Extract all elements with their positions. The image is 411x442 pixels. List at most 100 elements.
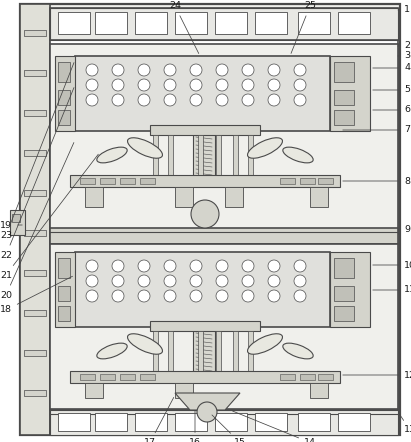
Circle shape (294, 290, 306, 302)
Circle shape (138, 260, 150, 272)
Bar (75, 252, 330, 327)
Circle shape (190, 64, 202, 76)
Bar (280, 178, 295, 184)
Text: 6: 6 (373, 106, 410, 114)
Bar (58, 90, 70, 105)
Bar (12, 214, 20, 222)
Text: 10: 10 (373, 260, 411, 270)
Circle shape (268, 260, 280, 272)
Circle shape (138, 275, 150, 287)
Circle shape (268, 64, 280, 76)
Circle shape (138, 64, 150, 76)
Bar (58, 413, 90, 431)
Circle shape (268, 275, 280, 287)
Bar (334, 306, 354, 321)
Circle shape (242, 290, 254, 302)
Circle shape (242, 64, 254, 76)
Bar (135, 413, 167, 431)
Circle shape (294, 64, 306, 76)
Circle shape (268, 94, 280, 106)
Bar (338, 413, 370, 431)
Bar (168, 135, 173, 175)
Circle shape (86, 79, 98, 91)
Circle shape (294, 275, 306, 287)
Text: 21: 21 (0, 154, 98, 279)
Text: 4: 4 (373, 64, 410, 72)
Bar (175, 413, 207, 431)
Circle shape (242, 260, 254, 272)
Bar (334, 62, 354, 82)
Circle shape (216, 64, 228, 76)
Bar (24, 230, 46, 236)
Text: 24: 24 (169, 1, 199, 53)
Text: 7: 7 (343, 126, 410, 134)
Bar (58, 286, 70, 301)
Text: 19: 19 (0, 221, 22, 229)
Text: 11: 11 (373, 286, 411, 294)
Bar (215, 12, 247, 34)
Circle shape (86, 260, 98, 272)
Bar (330, 56, 370, 131)
Bar (55, 252, 75, 327)
Bar (298, 12, 330, 34)
Bar (100, 178, 115, 184)
Bar (175, 383, 193, 398)
Text: 17: 17 (144, 397, 174, 442)
Circle shape (268, 79, 280, 91)
Ellipse shape (97, 343, 127, 359)
Bar (175, 12, 207, 34)
Circle shape (190, 275, 202, 287)
Bar (300, 178, 315, 184)
Bar (168, 331, 173, 371)
Circle shape (216, 260, 228, 272)
Circle shape (86, 64, 98, 76)
Bar (330, 252, 370, 327)
Bar (55, 56, 75, 131)
Bar (338, 12, 370, 34)
Circle shape (164, 79, 176, 91)
Circle shape (112, 275, 124, 287)
Circle shape (164, 290, 176, 302)
Bar (216, 331, 221, 371)
Text: 15: 15 (212, 415, 246, 442)
Bar (255, 12, 287, 34)
Circle shape (190, 260, 202, 272)
Circle shape (242, 94, 254, 106)
Bar (255, 413, 287, 431)
Circle shape (112, 94, 124, 106)
Bar (298, 413, 330, 431)
Bar (24, 110, 46, 116)
Bar (24, 190, 46, 196)
Bar (10, 210, 25, 235)
Bar (50, 228, 398, 244)
Bar (233, 135, 238, 175)
Bar (300, 374, 315, 380)
Bar (248, 331, 253, 371)
Bar (334, 90, 354, 105)
Bar (24, 350, 46, 356)
Bar (140, 374, 155, 380)
Circle shape (242, 79, 254, 91)
Bar (58, 12, 90, 34)
Circle shape (112, 64, 124, 76)
Text: 22: 22 (0, 88, 74, 259)
Bar (318, 374, 333, 380)
Bar (193, 326, 215, 376)
Bar (198, 135, 203, 175)
Text: 20: 20 (0, 142, 74, 300)
Bar (334, 286, 354, 301)
Circle shape (216, 79, 228, 91)
Bar (150, 125, 260, 135)
Bar (120, 374, 135, 380)
Bar (24, 70, 46, 76)
Text: 23: 23 (0, 63, 74, 240)
Bar (20, 4, 50, 435)
Bar (70, 371, 340, 383)
Bar (50, 410, 398, 435)
Circle shape (164, 64, 176, 76)
Ellipse shape (247, 334, 282, 354)
Bar (216, 135, 221, 175)
Circle shape (294, 260, 306, 272)
Bar (58, 62, 70, 82)
Bar (135, 12, 167, 34)
